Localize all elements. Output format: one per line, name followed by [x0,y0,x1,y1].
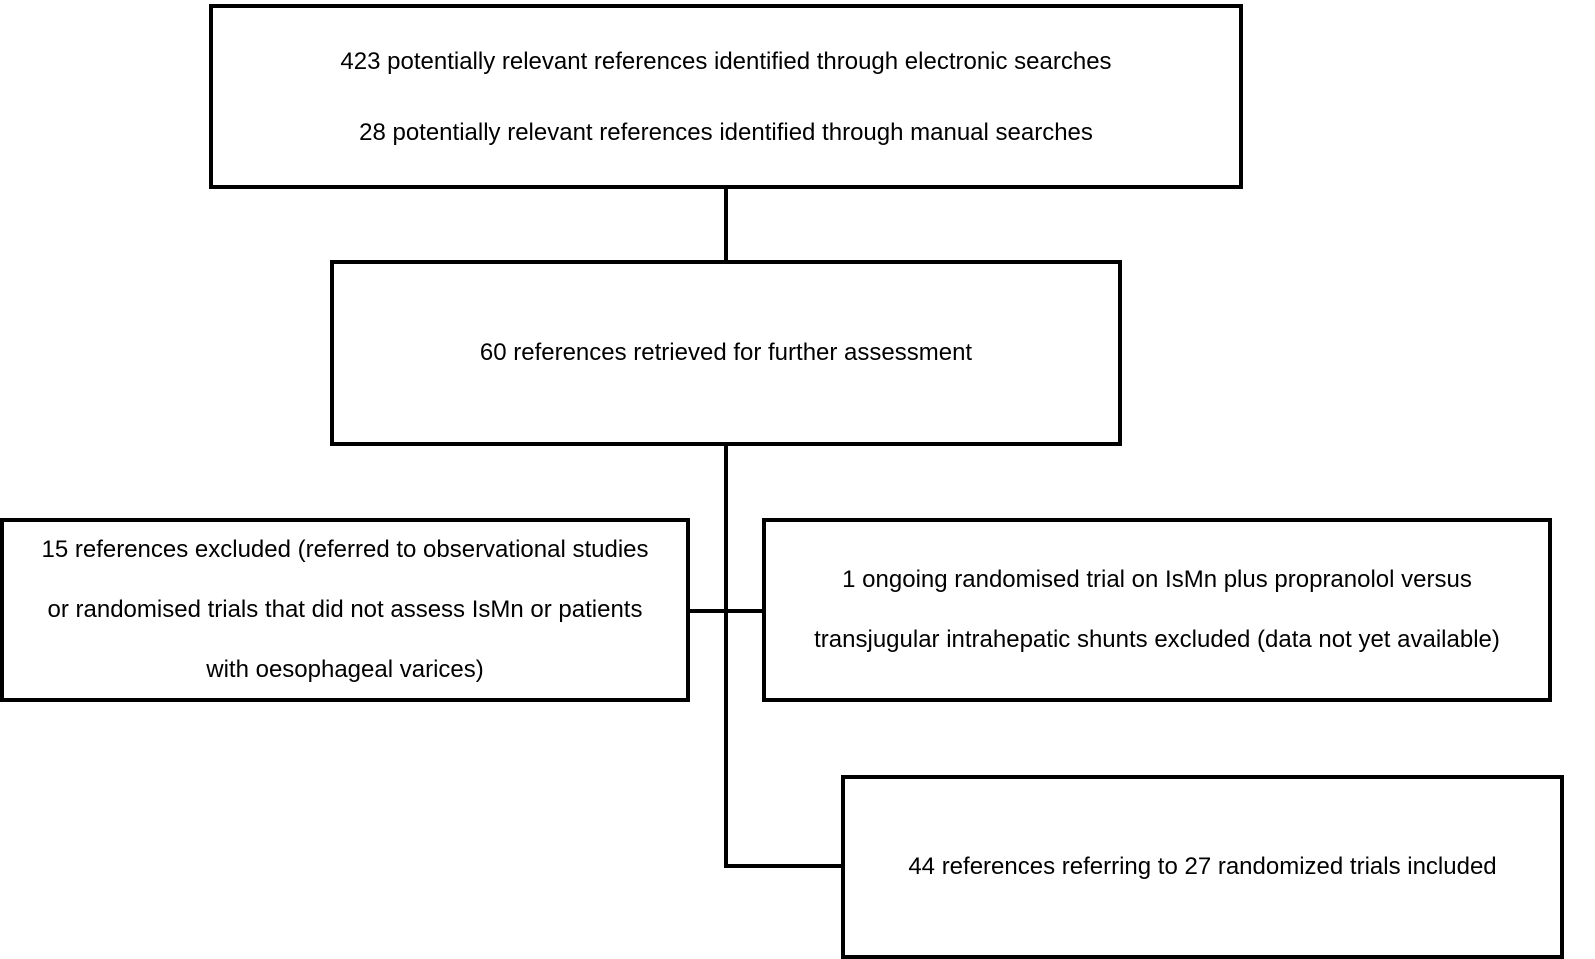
box-ongoing-trial: 1 ongoing randomised trial on IsMn plus … [762,518,1552,702]
sources-line-manual: 28 potentially relevant references ident… [359,118,1093,146]
excluded-line-2: or randomised trials that did not assess… [47,596,643,623]
ongoing-line-1: 1 ongoing randomised trial on IsMn plus … [842,566,1472,593]
box-retrieved-references: 60 references retrieved for further asse… [330,260,1122,446]
sources-line-electronic: 423 potentially relevant references iden… [340,47,1112,75]
excluded-line-3: with oesophageal varices) [206,656,484,683]
box-excluded-references: 15 references excluded (referred to obse… [0,518,690,702]
box-included-trials: 44 references referring to 27 randomized… [841,775,1564,959]
included-line: 44 references referring to 27 randomized… [908,853,1497,880]
box-identified-references: 423 potentially relevant references iden… [209,4,1243,189]
retrieved-line: 60 references retrieved for further asse… [479,339,973,366]
excluded-line-1: 15 references excluded (referred to obse… [41,536,649,563]
ongoing-line-2: transjugular intrahepatic shunts exclude… [814,626,1500,653]
